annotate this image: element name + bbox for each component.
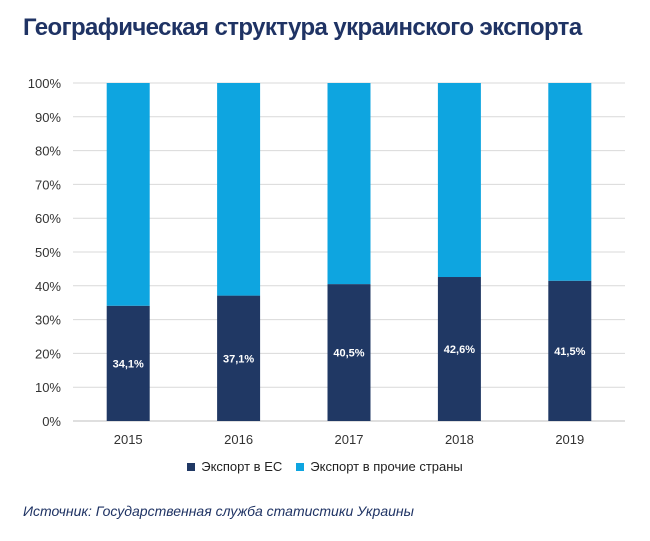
bar-eu-2019 (548, 280, 592, 421)
legend-item-other: Экспорт в прочие страны (296, 459, 463, 474)
legend-item-eu: Экспорт в ЕС (187, 459, 282, 474)
y-tick-label: 80% (35, 144, 61, 159)
x-tick-label: 2016 (224, 432, 253, 447)
chart-plot: 0%10%20%30%40%50%60%70%80%90%100% 34,1% 3… (28, 76, 625, 447)
bar-other-2016 (217, 83, 261, 296)
y-tick-label: 20% (35, 346, 61, 361)
data-label-2019: 41,5% (554, 346, 585, 358)
legend: Экспорт в ЕС Экспорт в прочие страны (0, 459, 650, 474)
y-axis-ticks: 0% 10% 20% 30% 40% 50% 60% 70% 80% 90% 100% (28, 76, 62, 429)
x-tick-label: 2019 (555, 432, 584, 447)
bar-other-2015 (106, 83, 150, 306)
chart-title: Географическая структура украинского экс… (23, 14, 582, 41)
y-tick-label: 30% (35, 313, 61, 328)
bar-other-2019 (548, 83, 592, 281)
x-tick-label: 2017 (335, 432, 364, 447)
legend-swatch-other (296, 462, 305, 471)
legend-label-other: Экспорт в прочие страны (310, 459, 463, 474)
data-label-2017: 40,5% (333, 348, 364, 360)
bar-eu-2015 (106, 305, 150, 421)
x-tick-label: 2018 (445, 432, 474, 447)
bar-eu-2016 (217, 295, 261, 421)
y-tick-label: 60% (35, 211, 61, 226)
data-label-2015: 34,1% (113, 358, 144, 370)
y-tick-label: 90% (35, 110, 61, 125)
y-tick-label: 10% (35, 380, 61, 395)
y-tick-label: 100% (28, 76, 62, 91)
data-label-2016: 37,1% (223, 353, 254, 365)
data-label-layer: 34,1% 37,1% 40,5% 42,6% 41,5% (113, 344, 586, 370)
y-tick-label: 40% (35, 279, 61, 294)
y-tick-label: 50% (35, 245, 61, 260)
bar-layer (106, 83, 592, 421)
x-tick-label: 2015 (114, 432, 143, 447)
bar-eu-2018 (437, 277, 481, 421)
y-tick-label: 70% (35, 177, 61, 192)
source-note: Источник: Государственная служба статист… (23, 503, 414, 519)
bar-eu-2017 (327, 284, 371, 421)
legend-label-eu: Экспорт в ЕС (201, 459, 283, 474)
x-axis-ticks: 2015 2016 2017 2018 2019 (114, 432, 585, 447)
data-label-2018: 42,6% (444, 344, 475, 356)
legend-swatch-eu (187, 462, 196, 471)
bar-other-2018 (437, 83, 481, 278)
bar-other-2017 (327, 83, 371, 285)
y-tick-label: 0% (42, 414, 61, 429)
